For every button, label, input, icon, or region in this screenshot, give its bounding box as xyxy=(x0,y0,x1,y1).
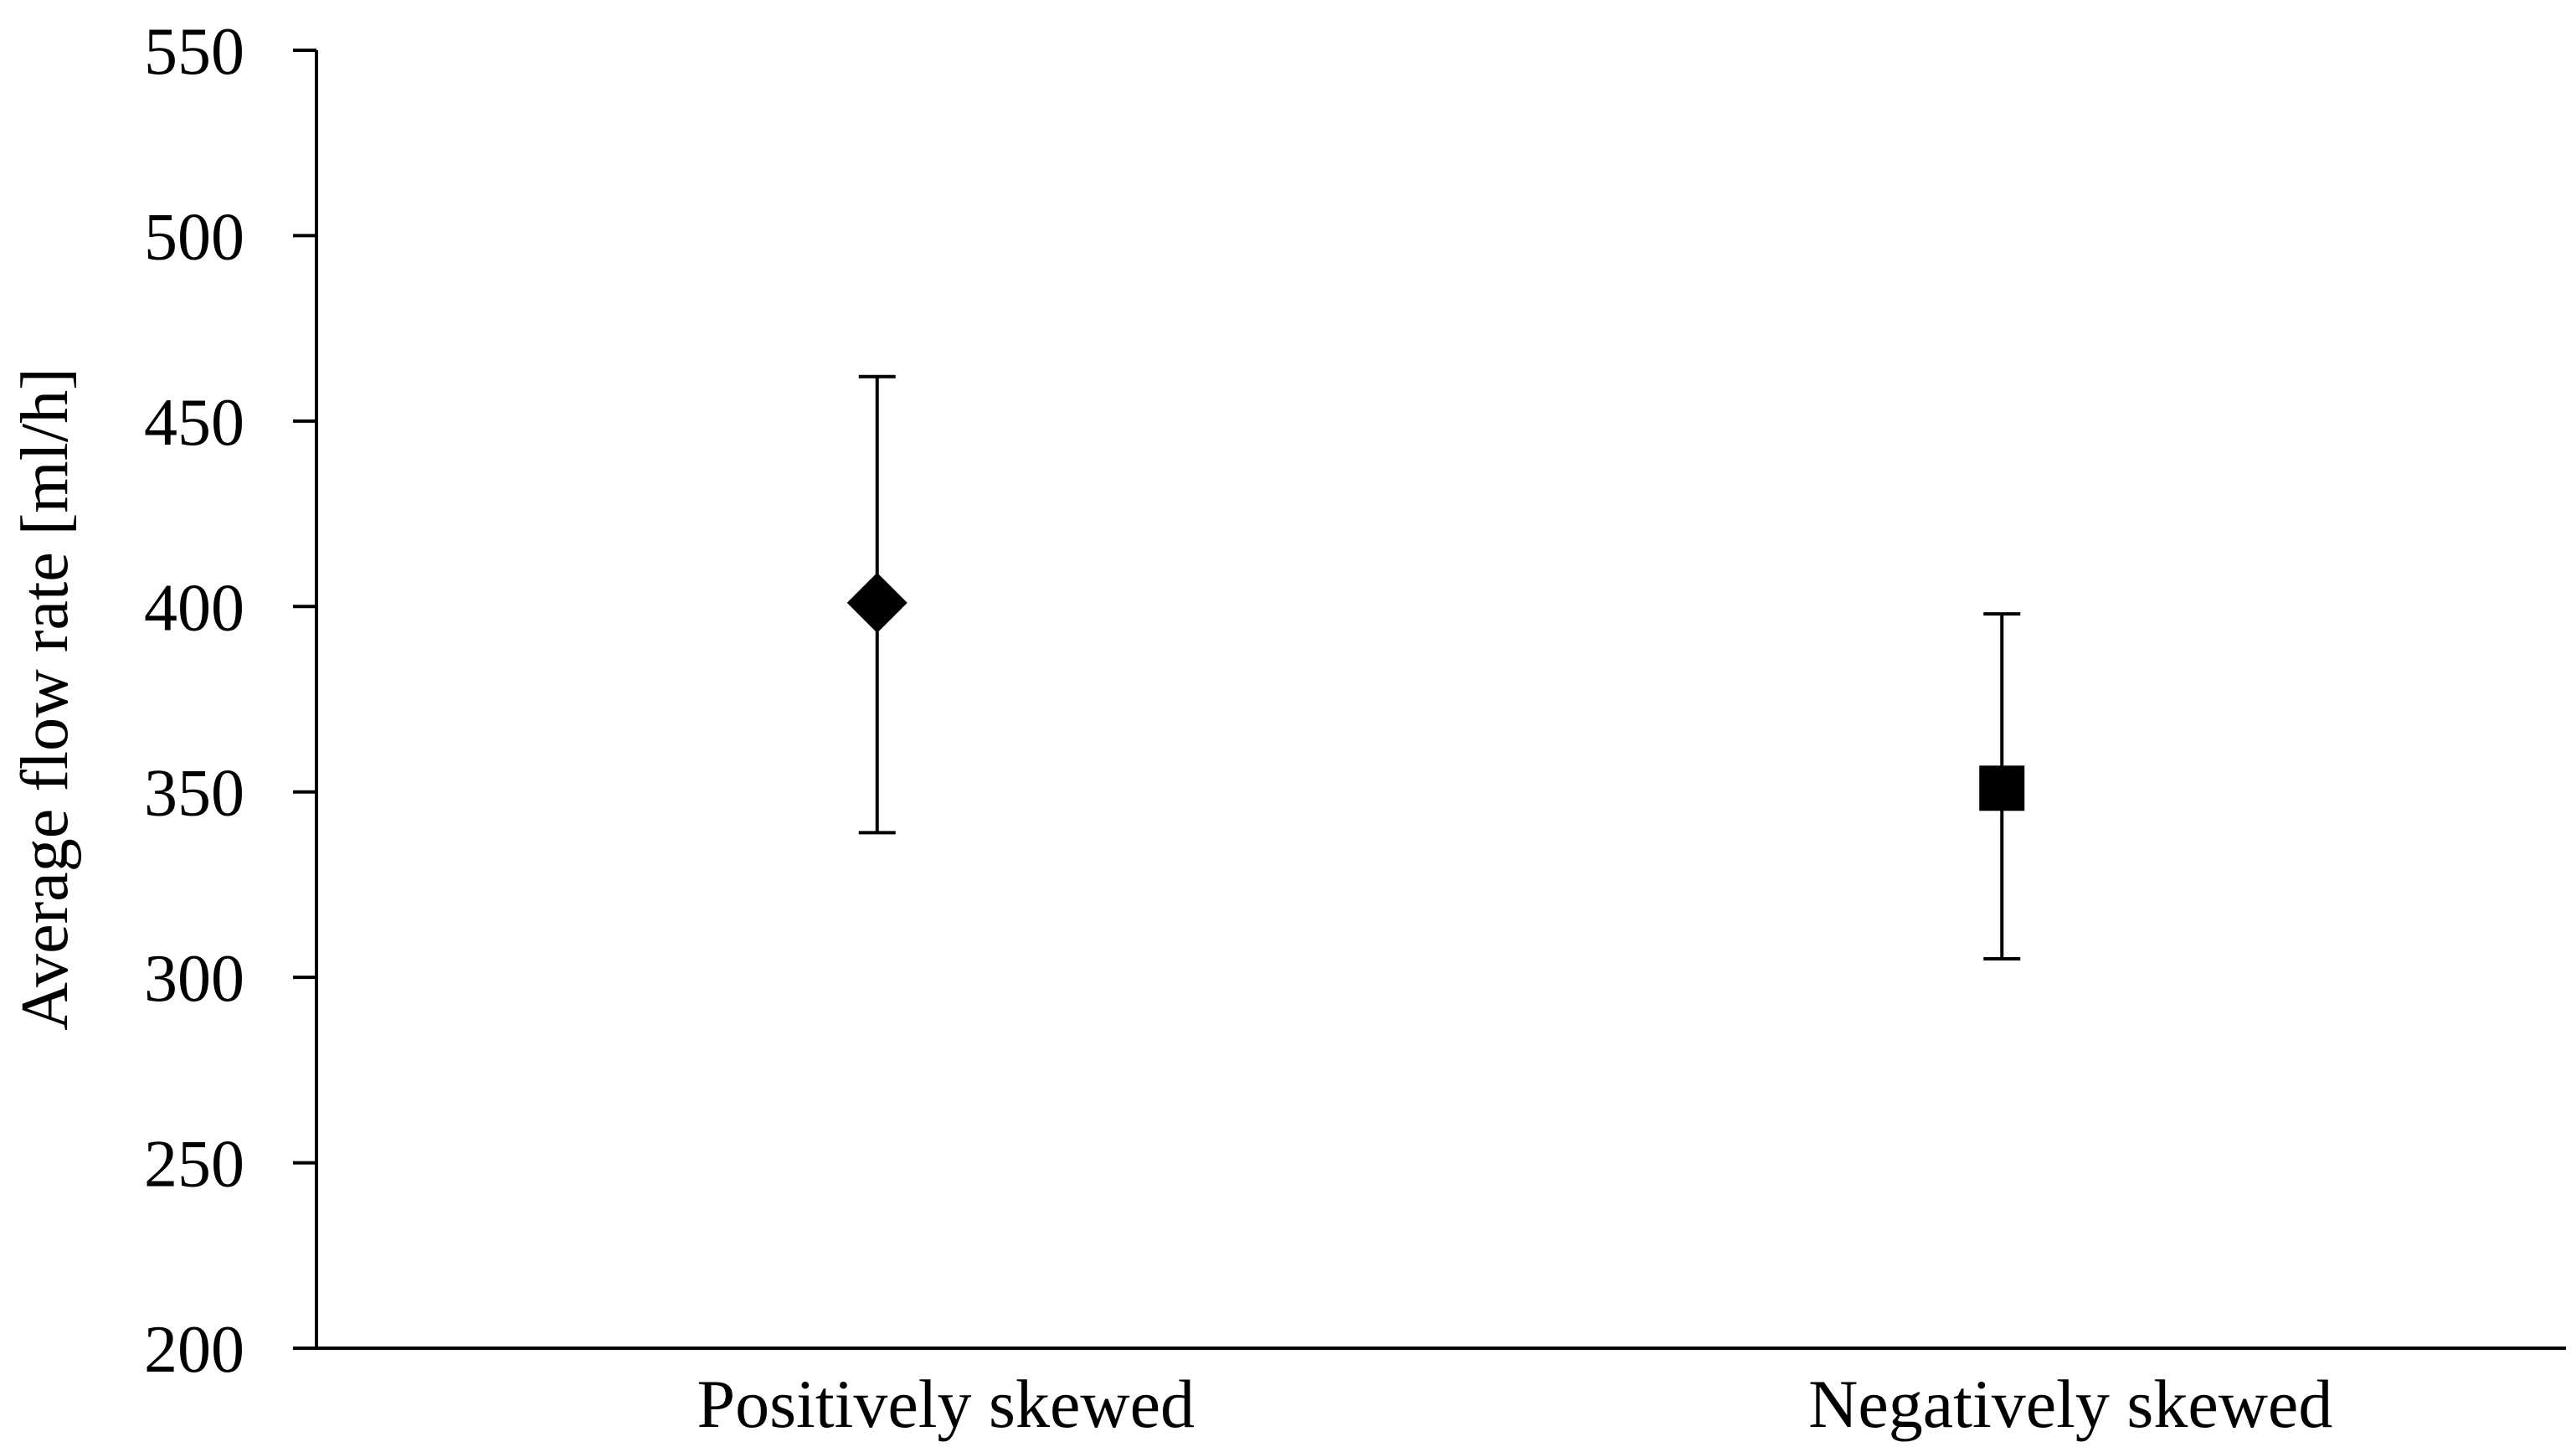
x-category-label: Positively skewed xyxy=(697,1366,1195,1442)
data-point-square xyxy=(1979,765,2025,811)
y-axis-ticks xyxy=(293,49,316,1350)
y-axis-tick-labels: 200 250 300 350 400 450 500 550 xyxy=(144,15,244,1387)
x-category-label: Negatively skewed xyxy=(1808,1366,2332,1442)
y-tick-label: 300 xyxy=(144,942,244,1016)
y-tick-label: 550 xyxy=(144,15,244,89)
data-point-diamond xyxy=(846,572,908,633)
y-axis-title: Average flow rate [ml/h] xyxy=(8,368,82,1030)
y-tick-label: 450 xyxy=(144,386,244,460)
y-tick-label: 500 xyxy=(144,200,244,274)
data-marks xyxy=(846,374,2025,960)
x-axis-category-labels: Positively skewed Negatively skewed xyxy=(697,1366,2333,1442)
y-tick-label: 350 xyxy=(144,757,244,831)
y-tick-label: 400 xyxy=(144,571,244,645)
y-tick-label: 200 xyxy=(144,1313,244,1387)
y-tick-label: 250 xyxy=(144,1128,244,1202)
